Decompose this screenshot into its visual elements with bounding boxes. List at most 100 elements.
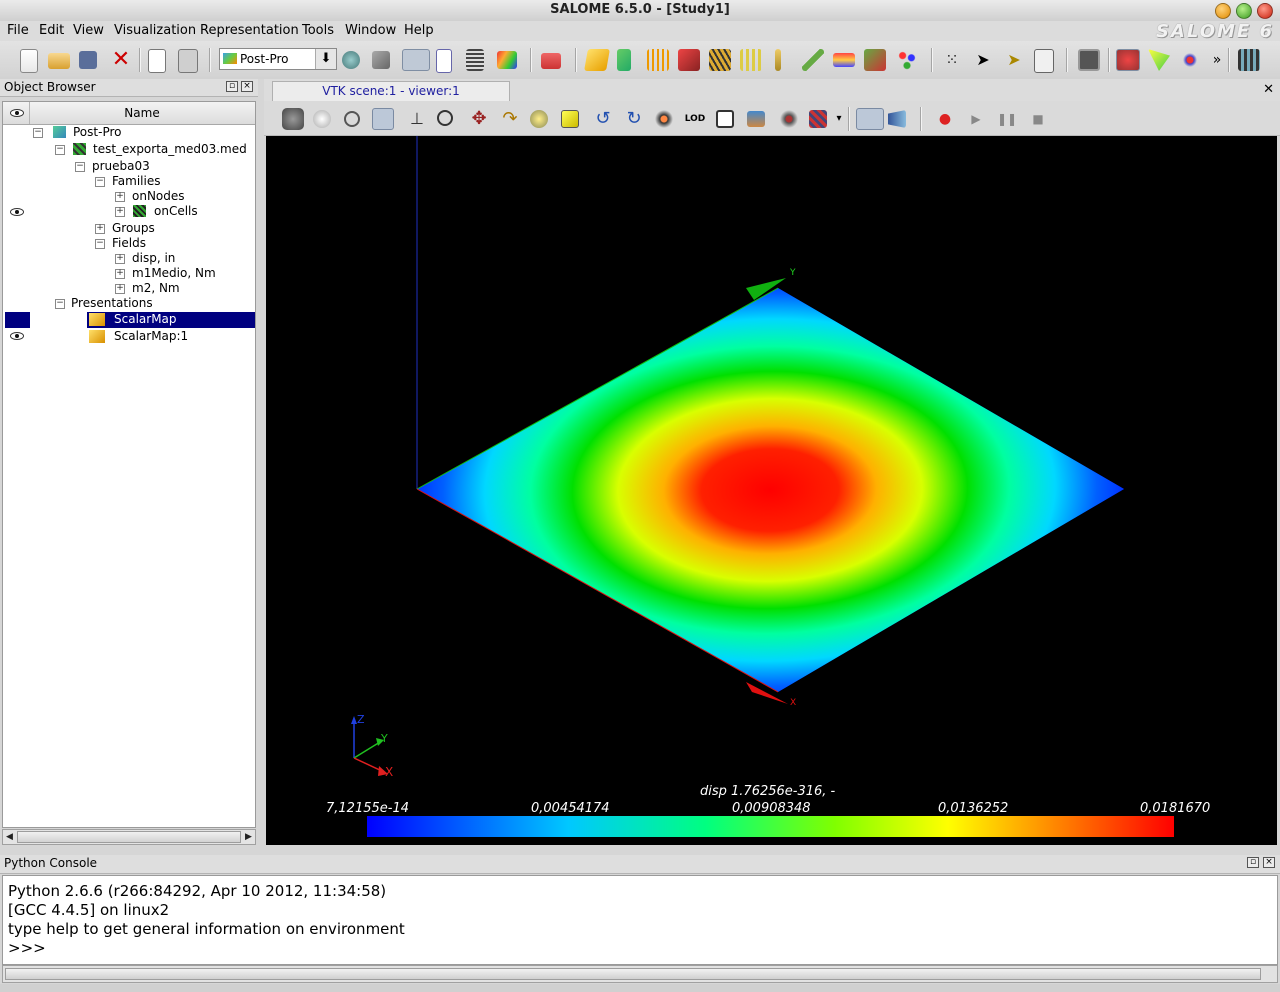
view-orientation-icon[interactable] [809,110,827,128]
pause-icon[interactable]: ❚❚ [996,112,1018,126]
collapse-icon[interactable]: − [75,161,85,172]
recenter-icon[interactable] [778,108,800,130]
undock-icon[interactable]: ▫ [226,81,238,92]
view-params-icon[interactable] [716,110,734,128]
minimize-button[interactable] [1215,3,1231,19]
pan-icon[interactable]: ✥ [471,108,487,129]
more-icon[interactable]: » [1212,52,1222,68]
tree-item-families[interactable]: − Families [95,174,161,188]
expand-icon[interactable]: + [95,223,105,234]
film-icon[interactable] [1238,49,1260,71]
scroll-right-icon[interactable]: ▶ [245,832,252,842]
copy-icon[interactable] [148,49,166,73]
selection-filter-icon[interactable]: ➤ [976,50,990,69]
module-select[interactable]: Post-Pro ⬇ [219,48,337,70]
menu-help[interactable]: Help [404,23,434,38]
shading-icon[interactable] [1148,49,1170,71]
scalar-bar-icon[interactable] [1078,49,1100,71]
rectangle-select-icon[interactable]: ➤ [1007,50,1021,69]
selection-icon[interactable] [344,111,360,127]
tree-item-field-disp[interactable]: + disp, in [115,251,176,265]
tree-item-scalarmap[interactable]: ScalarMap [89,312,255,327]
tree-item-onnodes[interactable]: + onNodes [115,189,185,203]
gauss-points-icon[interactable] [864,49,886,71]
horizontal-splitter[interactable] [0,849,1280,855]
menu-file[interactable]: File [7,23,29,38]
rotation-point-icon[interactable] [313,110,331,128]
close-icon[interactable]: × [1263,857,1275,868]
menu-tools[interactable]: Tools [302,23,335,38]
console-prompt[interactable]: >>> [8,939,46,957]
cut-segment-icon[interactable] [775,49,781,71]
tree-item-prueba03[interactable]: − prueba03 [75,159,150,173]
scalar-map-icon[interactable] [584,49,610,71]
name-column-header[interactable]: Name [124,106,160,120]
rotate-cw-icon[interactable]: ↻ [626,108,642,129]
python-console-output[interactable]: Python 2.6.6 (r266:84292, Apr 10 2012, 1… [2,875,1278,965]
global-pan-icon[interactable]: ↷ [502,108,518,129]
maximize-button[interactable] [1236,3,1252,19]
clipping-icon[interactable] [1034,49,1054,73]
expand-icon[interactable]: + [115,206,125,217]
module-postpro-icon[interactable] [402,49,430,71]
collapse-icon[interactable]: − [95,176,105,187]
close-viewer-icon[interactable]: ✕ [1263,82,1274,97]
tree-item-groups[interactable]: + Groups [95,221,155,235]
tree-item-med-file[interactable]: − test_exporta_med03.med [55,142,247,156]
record-icon[interactable]: ● [938,111,952,127]
rotate-icon[interactable] [530,110,548,128]
menu-visualization[interactable]: Visualization [114,23,197,38]
new-icon[interactable] [20,49,38,73]
console-scrollbar[interactable] [2,965,1278,983]
rotate-ccw-icon[interactable]: ↺ [595,108,611,129]
tree-item-oncells[interactable]: + onCells [115,204,198,218]
menu-representation[interactable]: Representation [200,23,299,38]
close-icon[interactable]: ✕ [111,47,131,72]
visibility-eye-icon[interactable] [10,332,24,340]
collapse-icon[interactable]: − [33,127,43,138]
vtk-viewport[interactable]: Y X Z Y X disp 1.76256e-316, - 7,12155e-… [266,136,1277,845]
rectangle-pick-icon[interactable] [372,108,394,130]
parallel-projection-icon[interactable] [856,108,884,130]
deformed-shape-icon[interactable] [617,49,631,71]
save-icon[interactable] [79,51,97,69]
visibility-eye-icon[interactable] [10,208,24,216]
open-icon[interactable] [48,53,70,69]
expand-icon[interactable]: + [115,283,125,294]
scrollbar-thumb[interactable] [17,831,241,843]
spheres-icon[interactable] [1179,49,1201,71]
collapse-icon[interactable]: − [95,238,105,249]
scene-canvas[interactable]: Y X Z Y X disp 1.76256e-316, - 7,12155e-… [266,136,1277,845]
select-icon[interactable]: ⁙ [945,50,959,69]
chevron-down-icon[interactable]: ▾ [836,113,842,124]
object-browser-scrollbar[interactable]: ◀ ▶ [2,829,256,845]
scrollbar-thumb[interactable] [5,968,1261,980]
play-icon[interactable]: ▶ [971,112,981,126]
plot3d-icon[interactable] [833,53,855,67]
module-doc-icon[interactable] [436,49,452,73]
scroll-left-icon[interactable]: ◀ [6,832,13,842]
tab-vtk-scene[interactable]: VTK scene:1 - viewer:1 [272,81,510,101]
interaction-style-icon[interactable] [653,108,675,130]
object-browser-tree[interactable]: Name − Post-Pro − test_exporta_med03.med… [2,101,256,828]
tree-item-fields[interactable]: − Fields [95,236,146,250]
vertical-splitter[interactable] [258,79,264,849]
module-geom-icon[interactable] [342,51,360,69]
tree-item-post-pro[interactable]: − Post-Pro [33,125,122,139]
collapse-icon[interactable]: − [55,298,65,309]
dump-view-icon[interactable] [282,108,304,130]
stop-icon[interactable]: ■ [1032,112,1044,126]
tree-item-field-m1medio[interactable]: + m1Medio, Nm [115,266,216,280]
close-icon[interactable]: × [241,81,253,92]
expand-icon[interactable]: + [115,268,125,279]
fit-all-icon[interactable] [561,110,579,128]
paste-icon[interactable] [178,49,198,73]
menu-window[interactable]: Window [345,23,397,38]
trihedron-icon[interactable]: ⊥ [410,109,424,128]
cut-lines-icon[interactable] [740,49,762,71]
stream-lines-icon[interactable] [802,49,824,71]
menu-view[interactable]: View [73,23,104,38]
tree-item-field-m2[interactable]: + m2, Nm [115,281,180,295]
camera-icon[interactable] [747,111,765,127]
points-icon[interactable] [896,49,918,71]
